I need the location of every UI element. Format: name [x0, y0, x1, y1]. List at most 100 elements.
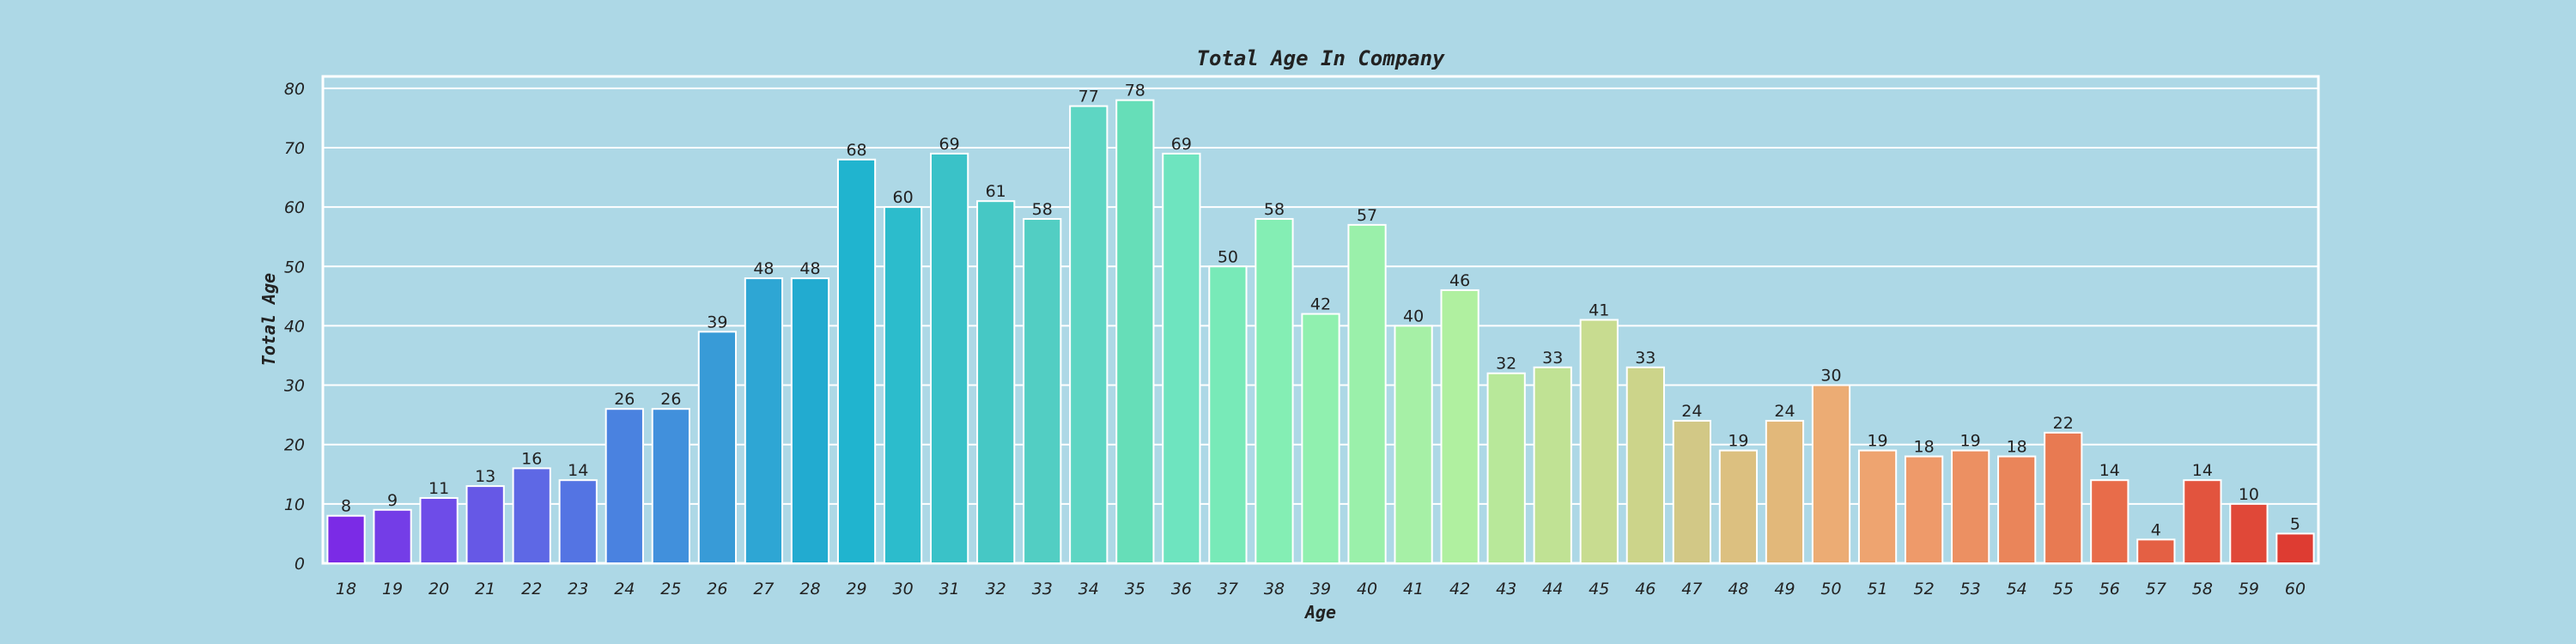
bar-44: [1533, 366, 1572, 564]
x-tick-label: 32: [986, 580, 1006, 598]
x-tick-label: 46: [1635, 580, 1656, 598]
value-label: 8: [341, 497, 351, 516]
x-tick-label: 23: [568, 580, 588, 598]
chart-title: Total Age In Company: [1197, 46, 1446, 70]
value-label: 58: [1264, 200, 1285, 219]
bar-42: [1440, 289, 1479, 564]
value-label: 41: [1589, 301, 1609, 320]
x-tick-label: 22: [521, 580, 542, 598]
y-tick-label: 20: [284, 436, 305, 455]
value-label: 69: [939, 135, 960, 154]
value-label: 16: [521, 449, 542, 468]
bar-57: [2136, 538, 2176, 565]
bar-33: [1023, 217, 1062, 564]
x-tick-label: 58: [2192, 580, 2213, 598]
bar-39: [1301, 313, 1340, 564]
bar-34: [1069, 105, 1109, 564]
value-label: 5: [2290, 514, 2300, 533]
bar-54: [1997, 455, 2037, 564]
value-label: 30: [1820, 367, 1841, 386]
bar-18: [326, 514, 366, 564]
value-labels: 8 9 11 13 16 14 26 26 39 48 48 68 60 69 61 58 77 78 69 50 58…: [341, 82, 2300, 540]
value-label: 9: [387, 491, 398, 510]
value-label: 69: [1171, 135, 1192, 154]
x-tick-label: 57: [2146, 580, 2166, 598]
x-tick-label: 21: [475, 580, 495, 598]
value-label: 32: [1496, 355, 1516, 374]
bar-20: [419, 496, 459, 564]
bar-26: [697, 331, 738, 564]
bar-51: [1857, 449, 1898, 564]
x-tick-label: 42: [1449, 580, 1470, 598]
x-tick-label: 31: [939, 580, 960, 598]
bar-32: [976, 200, 1016, 565]
value-label: 18: [2007, 438, 2027, 457]
value-label: 14: [568, 461, 588, 480]
value-label: 33: [1635, 349, 1656, 368]
bar-53: [1951, 449, 1990, 564]
y-tick-label: 30: [284, 377, 305, 396]
value-label: 77: [1078, 88, 1099, 106]
bar-59: [2229, 502, 2269, 564]
x-tick-label: 24: [614, 580, 635, 598]
value-label: 24: [1774, 402, 1795, 421]
x-tick-label: 48: [1728, 580, 1748, 598]
value-label: 19: [1960, 432, 1981, 451]
x-tick-label: 53: [1960, 580, 1981, 598]
y-tick-label: 50: [284, 258, 305, 276]
value-label: 19: [1728, 432, 1748, 451]
x-tick-label: 44: [1542, 580, 1563, 598]
x-tick-label: 43: [1496, 580, 1516, 598]
x-tick-label: 60: [2285, 580, 2306, 598]
x-tick-label: 38: [1264, 580, 1285, 598]
bar-43: [1486, 372, 1526, 565]
bar-36: [1162, 152, 1201, 564]
value-label: 40: [1403, 307, 1424, 325]
bar-23: [558, 479, 598, 565]
bar-37: [1208, 265, 1248, 564]
bar-60: [2275, 532, 2315, 564]
y-tick-label: 40: [284, 317, 305, 336]
y-tick-label: 0: [295, 555, 305, 574]
bar-46: [1625, 366, 1665, 564]
bars: [326, 99, 2315, 565]
bar-56: [2090, 479, 2129, 565]
value-label: 48: [753, 259, 774, 278]
x-tick-label: 28: [799, 580, 820, 598]
bar-29: [836, 158, 877, 564]
x-tick-label: 54: [2007, 580, 2027, 598]
value-label: 10: [2239, 485, 2259, 504]
bar-25: [651, 408, 690, 564]
bar-31: [930, 152, 969, 564]
x-tick-label: 52: [1914, 580, 1935, 598]
y-tick-label: 70: [284, 139, 305, 158]
bar-24: [605, 408, 644, 564]
value-label: 48: [799, 259, 820, 278]
value-label: 18: [1914, 438, 1935, 457]
value-label: 46: [1449, 271, 1470, 290]
bar-19: [373, 508, 412, 565]
x-tick-labels: 18 19 20 21 22 23 24 25 26 27 28 29 30 31 32 33 34 35 36 37…: [336, 580, 2306, 598]
value-label: 14: [2099, 461, 2120, 480]
x-tick-label: 27: [753, 580, 774, 598]
value-label: 57: [1357, 206, 1377, 225]
y-axis-label: Total Age: [258, 273, 279, 366]
value-label: 22: [2053, 414, 2074, 433]
value-label: 14: [2192, 461, 2213, 480]
bar-22: [512, 467, 551, 564]
bar-50: [1811, 384, 1851, 564]
y-tick-label: 60: [284, 198, 305, 217]
x-tick-label: 45: [1589, 580, 1609, 598]
bar-28: [790, 277, 830, 564]
bar-38: [1255, 217, 1294, 564]
y-tick-labels: 0 10 20 30 40 50 60 70 80: [284, 80, 305, 574]
bar-21: [465, 485, 505, 564]
x-tick-label: 39: [1310, 580, 1331, 598]
value-label: 78: [1125, 82, 1145, 100]
x-tick-label: 33: [1032, 580, 1053, 598]
x-tick-label: 49: [1774, 580, 1795, 598]
value-label: 11: [428, 479, 449, 498]
value-label: 26: [614, 390, 635, 409]
x-tick-label: 37: [1218, 580, 1238, 598]
